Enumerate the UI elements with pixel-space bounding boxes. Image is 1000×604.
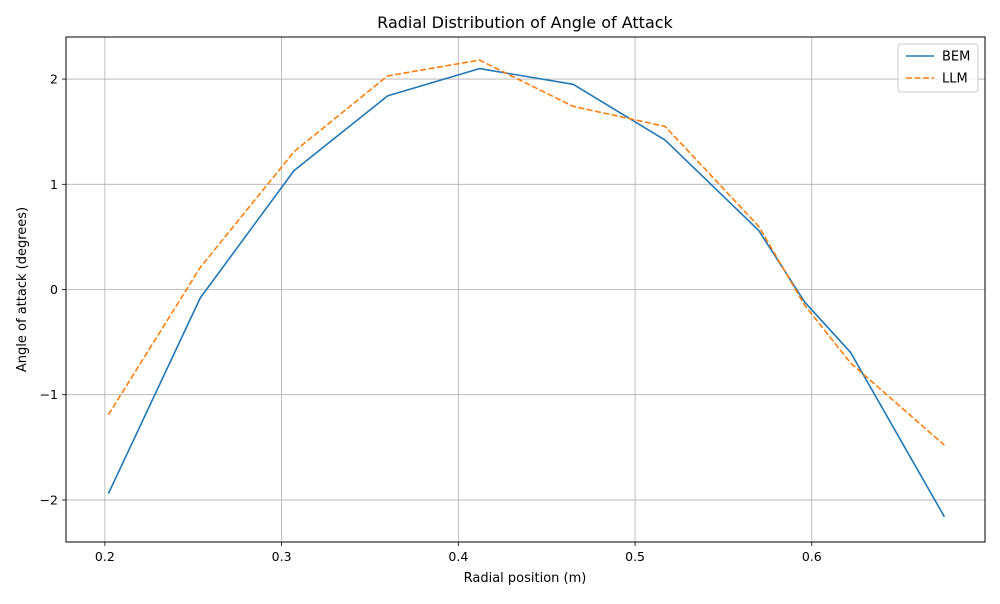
- y-axis-label: Angle of attack (degrees): [15, 207, 30, 372]
- series-layer: [107, 59, 946, 518]
- x-tick-label: 0.5: [625, 549, 645, 564]
- x-tick-label: 0.6: [802, 549, 822, 564]
- ticks: 0.2 0.3 0.4 0.5 0.6 −2 −1 0 1 2: [40, 72, 822, 564]
- x-axis-label: Radial position (m): [464, 571, 587, 586]
- y-tick-label: 2: [50, 72, 58, 87]
- y-tick-label: −1: [40, 387, 58, 402]
- y-tick-label: 1: [50, 177, 58, 192]
- series-line-llm: [107, 59, 945, 446]
- grid: [66, 37, 985, 542]
- chart-title: Radial Distribution of Angle of Attack: [377, 13, 673, 32]
- y-tick-label: −2: [40, 492, 58, 507]
- legend: BEM LLM: [897, 43, 979, 93]
- series-line-bem: [107, 67, 946, 518]
- x-tick-label: 0.2: [95, 549, 115, 564]
- x-tick-label: 0.3: [272, 549, 292, 564]
- legend-label-bem: BEM: [942, 50, 970, 65]
- x-tick-label: 0.4: [448, 549, 468, 564]
- y-tick-label: 0: [50, 282, 58, 297]
- legend-label-llm: LLM: [942, 72, 968, 87]
